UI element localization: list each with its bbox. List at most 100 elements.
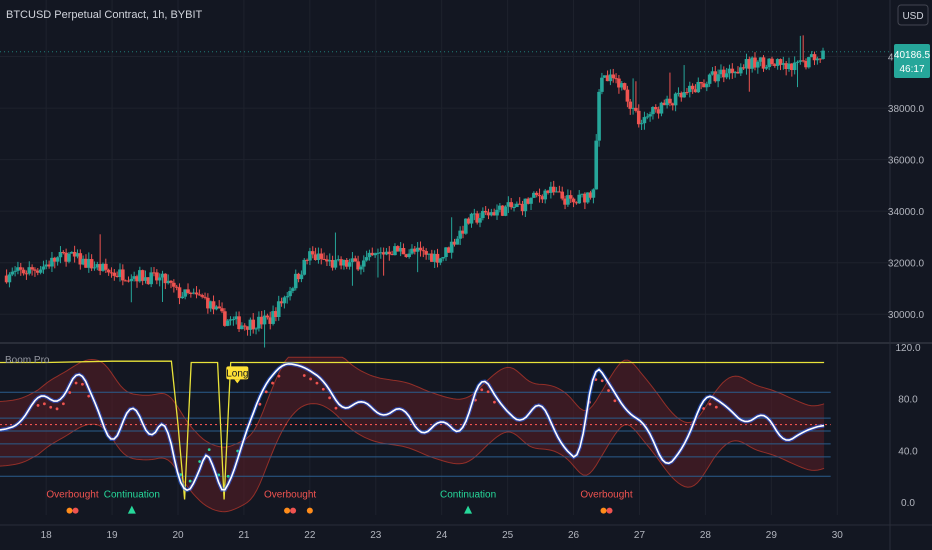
oscillator-line bbox=[0, 363, 825, 492]
candle bbox=[597, 89, 601, 147]
candle-body bbox=[676, 92, 681, 94]
candle bbox=[568, 190, 573, 203]
currency-button[interactable]: USD bbox=[897, 4, 929, 26]
candle bbox=[469, 212, 474, 228]
candle bbox=[55, 256, 60, 266]
candle-body bbox=[537, 195, 542, 197]
candle bbox=[240, 322, 244, 330]
candle bbox=[636, 104, 641, 128]
candle bbox=[619, 80, 624, 91]
candle bbox=[24, 270, 29, 280]
candle-body bbox=[790, 63, 794, 71]
candle bbox=[753, 52, 757, 71]
candle bbox=[693, 84, 698, 93]
candle-body bbox=[55, 257, 60, 262]
candle-body bbox=[605, 75, 610, 82]
candle-body bbox=[724, 73, 729, 78]
candle bbox=[390, 250, 394, 256]
candle bbox=[585, 192, 590, 204]
candle-body bbox=[35, 270, 40, 273]
candle bbox=[174, 284, 179, 291]
candle-body bbox=[679, 92, 684, 98]
candle bbox=[242, 323, 247, 331]
candle-body bbox=[690, 85, 695, 90]
candle bbox=[739, 63, 743, 77]
candle-body bbox=[225, 320, 230, 326]
candle-body bbox=[138, 270, 142, 282]
time-tick-label: 28 bbox=[700, 530, 712, 541]
candle-body bbox=[123, 280, 128, 282]
candle-body bbox=[353, 258, 358, 262]
candle-body bbox=[614, 78, 618, 80]
candle bbox=[155, 269, 159, 285]
candle-body bbox=[52, 257, 57, 262]
candle bbox=[231, 316, 236, 326]
candle-body bbox=[529, 197, 533, 204]
candle bbox=[517, 197, 522, 205]
candle bbox=[296, 272, 301, 283]
candle bbox=[123, 279, 128, 282]
candle-body bbox=[430, 253, 434, 262]
candle bbox=[662, 99, 667, 106]
candle bbox=[475, 210, 479, 225]
candle bbox=[498, 203, 502, 213]
candle bbox=[118, 263, 122, 282]
candle-body bbox=[87, 259, 91, 268]
signal-label: Overbought bbox=[46, 490, 98, 501]
candle bbox=[305, 258, 309, 265]
candle bbox=[798, 35, 803, 65]
candle-body bbox=[166, 280, 170, 284]
candle-body bbox=[104, 263, 108, 270]
candle bbox=[220, 302, 224, 314]
candle bbox=[299, 270, 304, 283]
osc-tick-label: 40.0 bbox=[898, 446, 918, 457]
trail-dot bbox=[61, 402, 65, 406]
chart-title: BTCUSD Perpetual Contract, 1h, BYBIT bbox=[6, 9, 203, 21]
candle-body bbox=[106, 269, 111, 273]
candle bbox=[639, 119, 644, 130]
osc-tick-label: 120.0 bbox=[895, 343, 920, 354]
candle bbox=[38, 266, 43, 275]
candle-body bbox=[115, 275, 119, 278]
candle-body bbox=[135, 276, 139, 282]
candle bbox=[140, 269, 145, 286]
candle bbox=[741, 64, 746, 70]
candle-body bbox=[653, 107, 658, 110]
candle-body bbox=[656, 109, 661, 114]
candle-body bbox=[787, 63, 791, 70]
candle-body bbox=[778, 59, 783, 65]
candle bbox=[685, 87, 689, 95]
candle bbox=[481, 207, 485, 221]
trail-dot bbox=[258, 402, 262, 406]
last-price-value: 40186.5 bbox=[894, 50, 931, 61]
candle-body bbox=[498, 205, 502, 210]
candle bbox=[316, 247, 321, 264]
candle bbox=[214, 305, 219, 311]
candle bbox=[724, 67, 729, 80]
candle bbox=[166, 274, 170, 285]
candle-body bbox=[67, 253, 71, 262]
time-tick-label: 22 bbox=[304, 530, 316, 541]
signal-label: Continuation bbox=[440, 490, 496, 501]
candle-body bbox=[265, 315, 270, 318]
candle bbox=[560, 186, 565, 201]
candle-body bbox=[520, 203, 525, 212]
candle-body bbox=[792, 62, 797, 71]
candle bbox=[421, 246, 426, 258]
candle-body bbox=[89, 259, 94, 269]
candle bbox=[676, 87, 681, 97]
candle bbox=[89, 254, 94, 272]
candle bbox=[257, 311, 261, 332]
trail-dot-green bbox=[226, 474, 230, 478]
candle bbox=[648, 111, 652, 122]
trail-dot bbox=[714, 405, 718, 409]
candle-body bbox=[339, 259, 343, 266]
candle bbox=[696, 77, 701, 94]
candle bbox=[98, 234, 102, 276]
candle-body bbox=[435, 253, 440, 263]
candle bbox=[781, 56, 786, 70]
signal-continuation: Continuation bbox=[104, 490, 160, 514]
signal-overbought: Overbought bbox=[46, 490, 99, 514]
candle-body bbox=[61, 251, 66, 253]
